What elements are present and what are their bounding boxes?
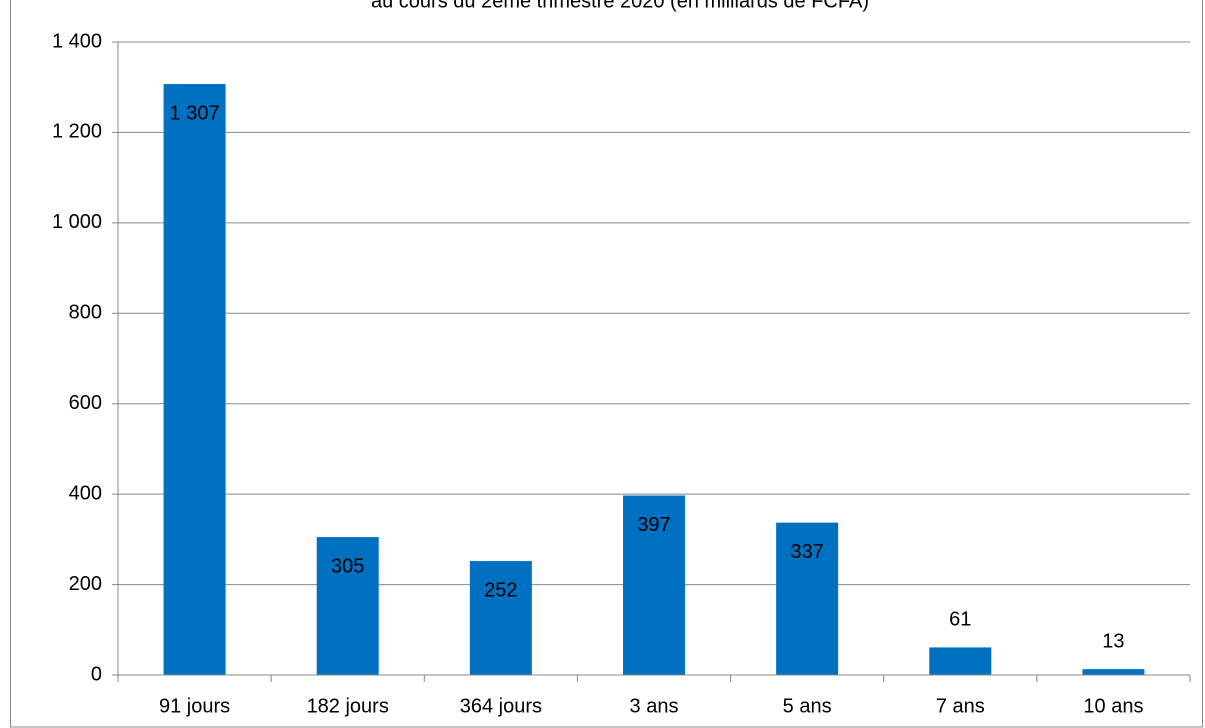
chart-frame bbox=[10, 0, 1203, 728]
x-tick-label: 91 jours bbox=[159, 695, 230, 717]
y-tick-label: 400 bbox=[69, 482, 102, 504]
data-label: 13 bbox=[1102, 630, 1124, 652]
x-tick-label: 5 ans bbox=[783, 695, 832, 717]
y-tick-label: 0 bbox=[91, 663, 102, 685]
data-label: 337 bbox=[790, 541, 823, 563]
x-tick-label: 3 ans bbox=[630, 695, 679, 717]
bar bbox=[316, 537, 379, 675]
y-tick-label: 800 bbox=[69, 302, 102, 324]
y-tick-label: 1 200 bbox=[52, 121, 102, 143]
x-tick-label: 364 jours bbox=[460, 695, 542, 717]
data-label: 1 307 bbox=[170, 102, 220, 124]
x-tick-label: 10 ans bbox=[1083, 695, 1143, 717]
bar bbox=[1082, 669, 1145, 675]
y-tick-label: 1 400 bbox=[52, 30, 102, 52]
bar bbox=[776, 522, 839, 675]
x-tick-label: 182 jours bbox=[307, 695, 389, 717]
bar bbox=[623, 495, 685, 675]
data-label: 397 bbox=[637, 514, 670, 536]
bar bbox=[469, 561, 532, 675]
y-tick-label: 600 bbox=[69, 392, 102, 414]
y-tick-label: 200 bbox=[69, 573, 102, 595]
data-label: 252 bbox=[484, 579, 517, 601]
bar bbox=[163, 84, 226, 675]
bar bbox=[929, 647, 992, 675]
chart-title: au cours du 2ème trimestre 2020 (en mill… bbox=[371, 0, 869, 12]
x-tick-label: 7 ans bbox=[936, 695, 985, 717]
data-label: 305 bbox=[331, 555, 364, 577]
data-label: 61 bbox=[949, 609, 971, 631]
y-tick-label: 1 000 bbox=[52, 211, 102, 233]
